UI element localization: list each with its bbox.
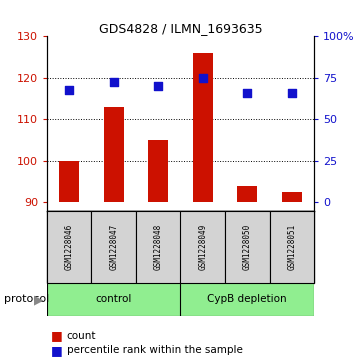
Text: ■: ■	[51, 344, 62, 357]
Text: protocol: protocol	[4, 294, 49, 305]
Bar	[47, 211, 91, 283]
Point	[155, 83, 161, 89]
Text: GSM1228046: GSM1228046	[65, 224, 74, 270]
Text: percentile rank within the sample: percentile rank within the sample	[67, 345, 243, 355]
Bar	[225, 211, 270, 283]
Text: GSM1228050: GSM1228050	[243, 224, 252, 270]
Bar	[136, 211, 180, 283]
Bar	[237, 185, 257, 202]
Point	[244, 90, 250, 96]
Text: control: control	[96, 294, 132, 305]
Point	[289, 90, 295, 96]
Bar	[180, 283, 314, 316]
Bar	[47, 283, 180, 316]
Point	[66, 87, 72, 93]
Text: GSM1228051: GSM1228051	[287, 224, 296, 270]
Text: count: count	[67, 331, 96, 341]
Text: GSM1228049: GSM1228049	[198, 224, 207, 270]
Bar	[193, 53, 213, 202]
Point	[200, 75, 206, 81]
Text: ▶: ▶	[34, 293, 44, 306]
Bar	[180, 211, 225, 283]
Bar	[282, 192, 302, 202]
Text: GSM1228048: GSM1228048	[154, 224, 163, 270]
Text: GSM1228047: GSM1228047	[109, 224, 118, 270]
Bar	[91, 211, 136, 283]
Title: GDS4828 / ILMN_1693635: GDS4828 / ILMN_1693635	[99, 22, 262, 35]
Bar	[104, 107, 124, 202]
Bar	[148, 140, 168, 202]
Text: ■: ■	[51, 329, 62, 342]
Text: CypB depletion: CypB depletion	[208, 294, 287, 305]
Point	[111, 79, 117, 85]
Bar	[270, 211, 314, 283]
Bar	[59, 161, 79, 202]
